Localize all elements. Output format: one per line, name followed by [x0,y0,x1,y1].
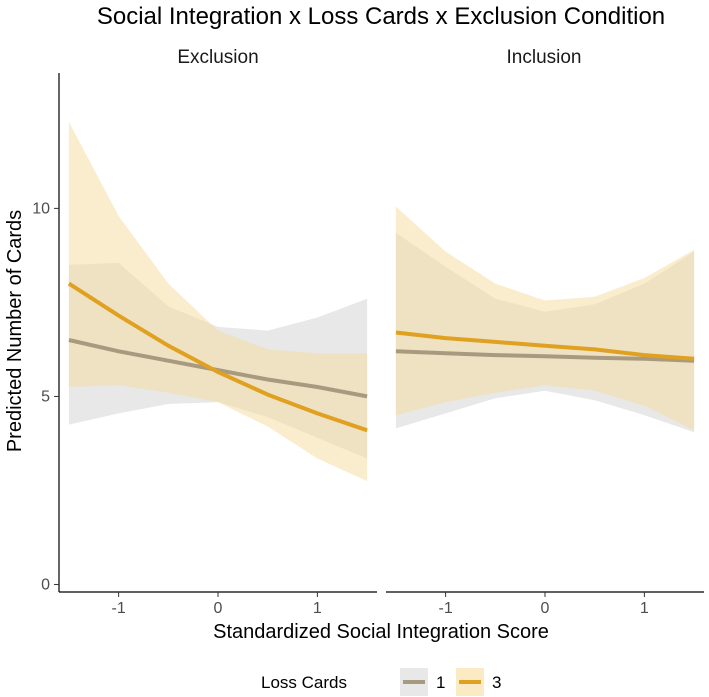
y-tick-label: 5 [41,388,50,405]
x-tick-label-exclusion: 1 [313,600,322,617]
series-line-inclusion-loss-1 [395,349,695,363]
x-tick-label-inclusion: 0 [541,600,550,617]
series-line-exclusion-loss-3 [67,281,368,433]
panel-inclusion: -1 0 1 [386,206,704,617]
facet-label-exclusion: Exclusion [177,47,258,68]
x-tick-label-inclusion: -1 [439,600,453,617]
series-line-inclusion-loss-3 [395,330,695,361]
x-tick-label-exclusion: 0 [214,600,223,617]
legend-title: Loss Cards [261,673,347,692]
y-tick-label: 10 [32,200,50,217]
legend-entry-3: 3 [492,673,501,692]
legend-entry-1: 1 [436,673,445,692]
ci-band-inclusion-loss-3 [395,206,695,431]
x-tick-label-exclusion: -1 [112,600,126,617]
x-axis-title: Standardized Social Integration Score [213,621,549,643]
y-tick-label: 0 [41,576,50,593]
ci-band-exclusion-loss-3 [68,121,368,482]
x-tick-label-inclusion: 1 [640,600,649,617]
facet-label-inclusion: Inclusion [507,47,582,68]
y-axis-title: Predicted Number of Cards [4,210,26,452]
legend: Loss Cards 1 3 [261,668,501,696]
chart-title: Social Integration x Loss Cards x Exclus… [97,3,665,30]
